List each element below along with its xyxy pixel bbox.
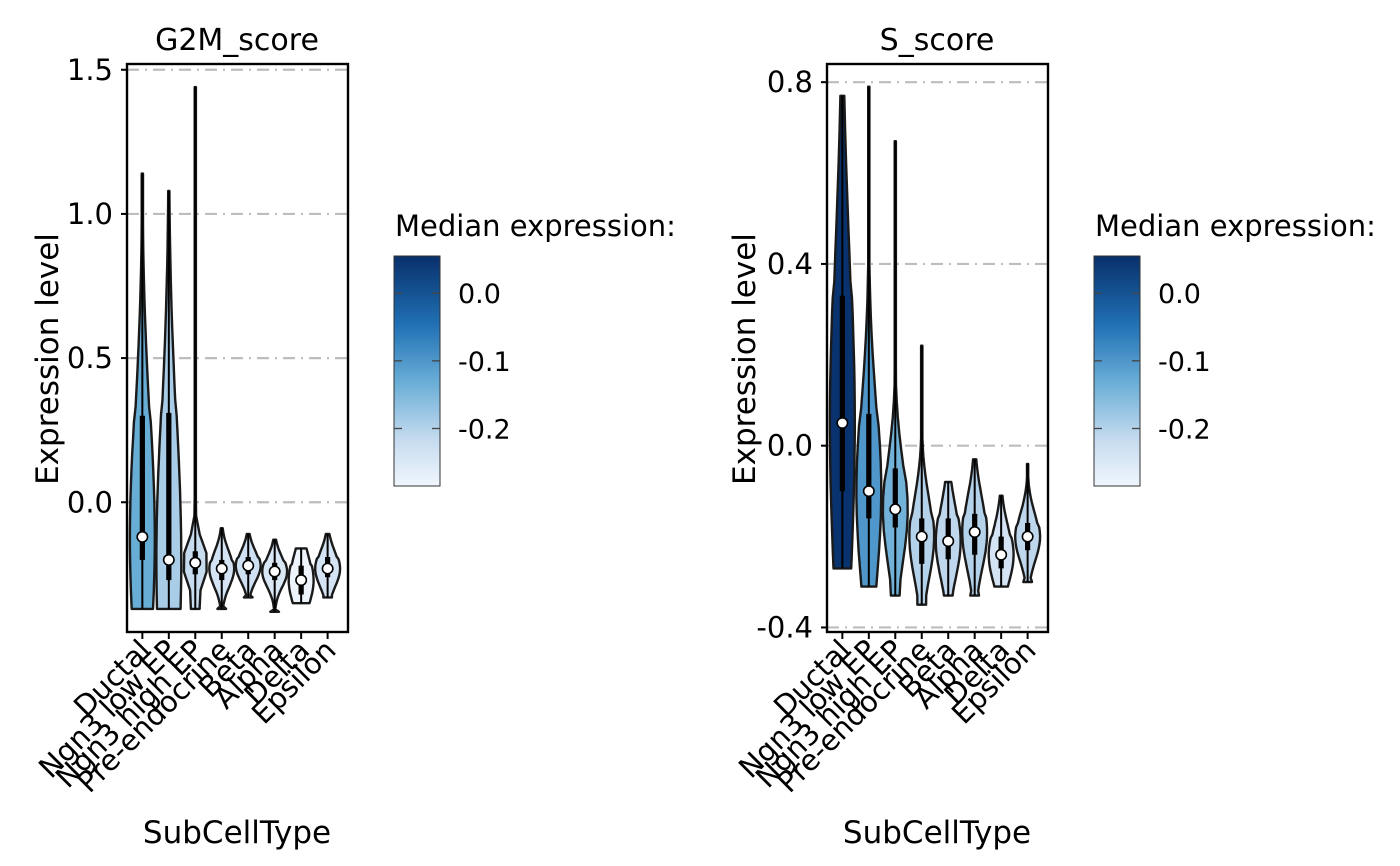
colorbar: [393, 255, 441, 487]
y-tick-label: 0.0: [67, 485, 113, 519]
median-point: [889, 503, 902, 516]
y-tick-label: 0.5: [67, 341, 113, 375]
y-tick-label: 1.5: [67, 53, 113, 87]
median-point: [836, 416, 849, 429]
x-axis-label: SubCellType: [143, 815, 331, 851]
y-tick-label: 1.0: [67, 197, 113, 231]
chart-title: S_score: [880, 23, 995, 58]
median-point: [268, 565, 281, 578]
median-point: [995, 548, 1008, 561]
colorbar: [1093, 255, 1141, 487]
colorbar-tick-label: -0.2: [1158, 415, 1211, 446]
chart-title: G2M_score: [155, 23, 319, 58]
median-point: [942, 535, 955, 548]
violin-box: [839, 295, 845, 492]
median-point: [968, 526, 981, 539]
median-point: [1021, 530, 1034, 543]
colorbar-legend: Median expression: 0.0 -0.1 -0.2: [1093, 209, 1376, 487]
colorbar-legend: Median expression: 0.0 -0.1 -0.2: [393, 209, 676, 487]
colorbar-tick-label: 0.0: [1158, 279, 1201, 310]
median-point: [189, 556, 202, 569]
colorbar-tick-label: -0.2: [458, 415, 511, 446]
median-point: [215, 562, 228, 575]
violin-box: [166, 412, 172, 581]
colorbar-tick-label: -0.1: [458, 347, 511, 378]
legend-title: Median expression:: [395, 209, 676, 243]
median-point: [321, 562, 334, 575]
x-axis-label: SubCellType: [843, 815, 1031, 851]
colorbar-tick-label: 0.0: [458, 279, 501, 310]
legend-title: Median expression:: [1095, 209, 1376, 243]
median-point: [136, 530, 149, 543]
median-point: [915, 530, 928, 543]
median-point: [862, 485, 875, 498]
median-point: [162, 553, 175, 566]
violin-box: [892, 468, 898, 528]
y-tick-label: 0.4: [767, 247, 813, 281]
median-point: [242, 559, 255, 572]
colorbar-tick-label: -0.1: [1158, 347, 1211, 378]
y-tick-label: -0.4: [756, 610, 813, 644]
y-tick-label: 0.0: [767, 429, 813, 463]
plot-frame: [825, 62, 1050, 634]
y-axis-label: Expression level: [727, 233, 763, 485]
plot-frame: [125, 62, 350, 634]
y-tick-label: 0.8: [767, 65, 813, 99]
violin-box: [866, 413, 872, 519]
violin-box: [139, 415, 145, 560]
median-point: [295, 574, 308, 587]
y-axis-label: Expression level: [30, 233, 66, 485]
